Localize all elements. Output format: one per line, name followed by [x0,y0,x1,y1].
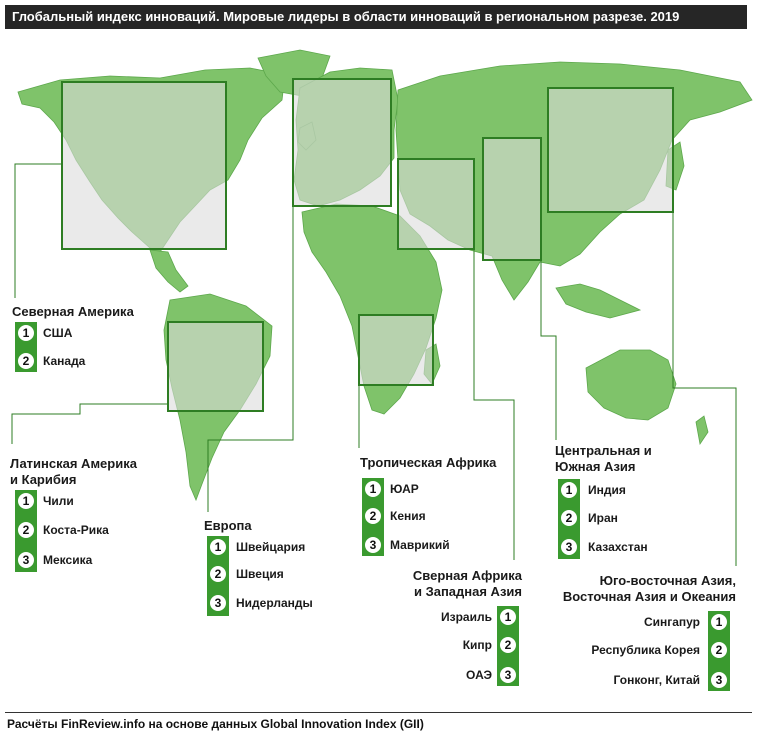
connector-north-africa [473,249,515,560]
country-israel: Израиль [441,610,492,624]
region-title-north-america: Северная Америка [12,304,134,319]
frame-north-america [61,81,227,250]
rank-badge: 1 [708,611,730,633]
region-title-europe: Европа [204,518,252,533]
rank-badge: 3 [708,669,730,691]
connector-lines [11,163,737,566]
connector-central-asia [540,260,557,440]
frame-europe [292,78,392,207]
country-kenya: Кения [390,509,426,523]
country-netherlands: Нидерланды [236,596,313,610]
frame-central-asia [482,137,542,261]
connector-latin-america [11,403,168,444]
frame-north-africa [397,158,475,250]
source-footer: Расчёты FinReview.info на основе данных … [7,717,424,731]
footer-divider [5,712,752,713]
rank-badge: 3 [207,592,229,614]
country-usa: США [43,326,73,340]
rank-badge: 1 [15,322,37,344]
region-title-latin-america-2: и Карибия [10,472,77,487]
chart-title: Глобальный индекс инноваций. Мировые лид… [5,5,747,29]
rank-badge: 2 [708,639,730,661]
rank-badge: 3 [15,549,37,571]
country-south-korea: Республика Корея [591,643,700,657]
rank-badge: 3 [497,664,519,686]
country-costa-rica: Коста-Рика [43,523,109,537]
country-cyprus: Кипр [462,638,492,652]
country-sweden: Швеция [236,567,284,581]
country-kazakhstan: Казахстан [588,540,648,554]
rank-badge: 2 [15,519,37,541]
region-title-central-asia-2: Южная Азия [555,459,636,474]
rank-badge: 1 [497,606,519,628]
rank-badge: 2 [558,507,580,529]
region-title-east-asia-2: Восточная Азия и Океания [562,589,736,604]
rank-badge: 1 [207,536,229,558]
rank-badge: 3 [362,534,384,556]
country-chile: Чили [43,494,74,508]
southeast-asia-land [555,283,642,319]
region-title-tropical-africa: Тропическая Африка [360,455,497,470]
connector-north-america [14,163,62,298]
rank-badge: 2 [15,350,37,372]
country-singapore: Сингапур [643,615,700,629]
rank-badge: 2 [362,505,384,527]
frame-tropical-africa [358,314,434,386]
region-title-north-africa-1: Сверная Африка [412,568,522,583]
australia-land [585,349,677,421]
region-title-latin-america-1: Латинская Америка [10,456,137,471]
country-mexico: Мексика [43,553,93,567]
rank-badge: 1 [15,490,37,512]
connector-europe [207,206,294,512]
country-uae: ОАЭ [466,668,492,682]
rank-badge: 1 [558,479,580,501]
rank-badge: 1 [362,478,384,500]
country-hong-kong: Гонконг, Китай [613,673,700,687]
frame-latin-america [167,321,264,412]
central-america-land [149,249,189,293]
region-title-east-asia-1: Юго-восточная Азия, [599,573,736,588]
region-frames [61,78,674,412]
country-canada: Канада [43,354,86,368]
country-mauritius: Маврикий [390,538,450,552]
country-iran: Иран [588,511,618,525]
frame-east-asia [547,87,674,213]
country-india: Индия [588,483,626,497]
rank-badge: 2 [497,634,519,656]
country-switzerland: Швейцария [236,540,306,554]
rank-badge: 2 [207,563,229,585]
new-zealand-land [695,415,709,446]
connector-east-asia [672,212,737,566]
rank-badge: 3 [558,536,580,558]
region-title-central-asia-1: Центральная и [555,443,652,458]
region-title-north-africa-2: и Западная Азия [413,584,522,599]
country-south-africa: ЮАР [390,482,419,496]
